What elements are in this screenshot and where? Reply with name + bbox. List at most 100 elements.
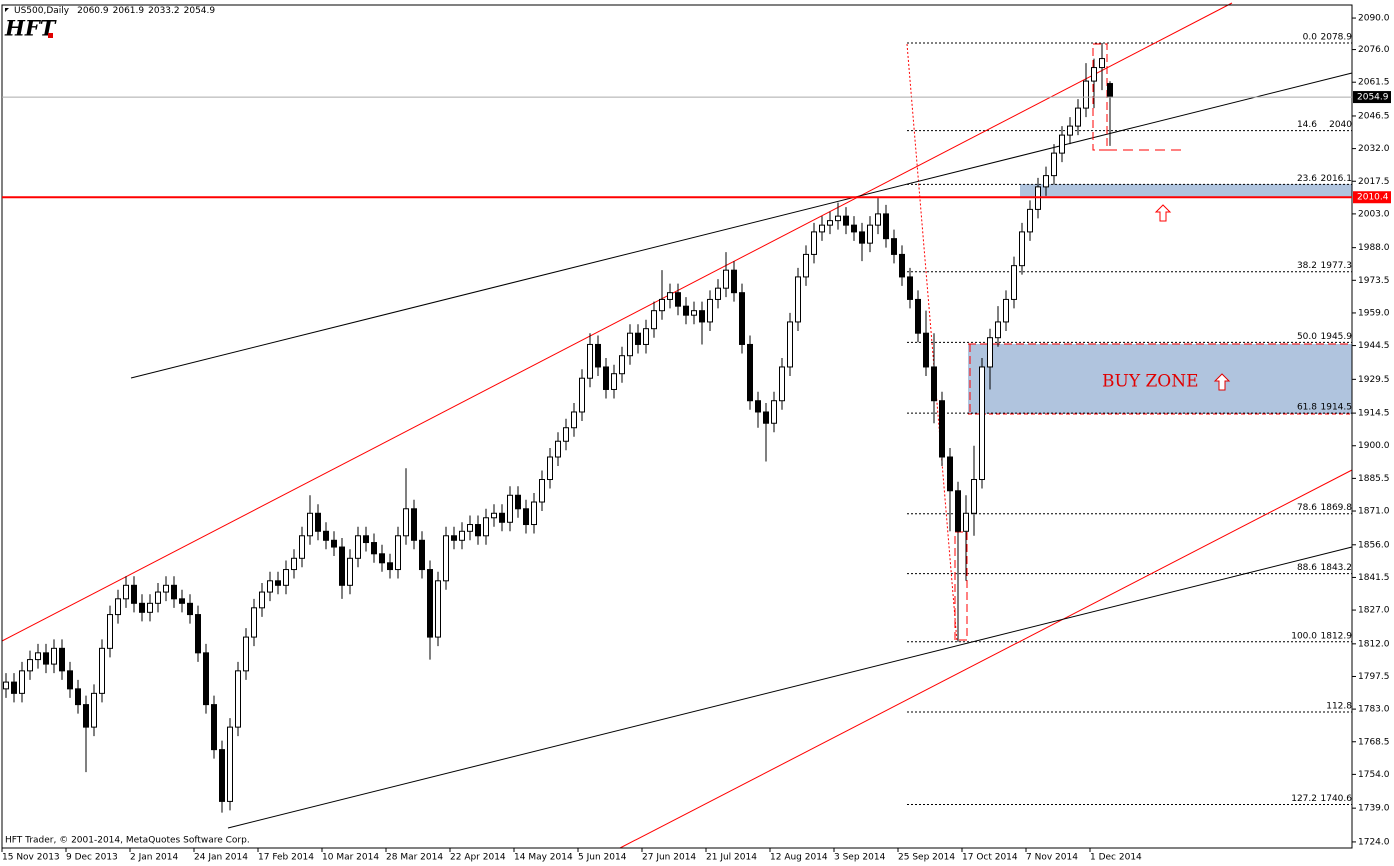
candle-body bbox=[51, 647, 57, 665]
fib-level-value: 1869.8 bbox=[1321, 503, 1353, 513]
candle-body bbox=[459, 530, 465, 541]
candle-body bbox=[635, 332, 641, 345]
candle-body bbox=[139, 602, 145, 613]
candle-body bbox=[787, 321, 793, 368]
plot-frame bbox=[1, 4, 1353, 849]
candle-body bbox=[315, 512, 321, 532]
x-tick-label: 7 Nov 2014 bbox=[1026, 853, 1078, 863]
candle-body bbox=[755, 400, 761, 413]
candle-body bbox=[1083, 80, 1089, 109]
x-tick-label: 27 Jun 2014 bbox=[642, 853, 696, 863]
buy-zone bbox=[968, 344, 1352, 414]
candle-body bbox=[115, 598, 121, 616]
candle-body bbox=[347, 557, 353, 586]
candle-body bbox=[971, 479, 977, 514]
candle-body bbox=[99, 647, 105, 694]
candle-body bbox=[339, 546, 345, 586]
candle-body bbox=[435, 580, 441, 638]
buy-zone-label: BUY ZONE bbox=[1102, 372, 1198, 392]
candle-body bbox=[891, 238, 897, 255]
candle-body bbox=[555, 440, 561, 458]
candle-body bbox=[123, 584, 129, 600]
y-tick-label: 2061.5 bbox=[1358, 78, 1390, 88]
candle-body bbox=[843, 215, 849, 226]
candle-body bbox=[835, 215, 841, 222]
candle-body bbox=[563, 427, 569, 442]
y-tick-label: 1900.0 bbox=[1358, 441, 1390, 451]
fib-level-label: 112.8 bbox=[1326, 702, 1352, 712]
candle-body bbox=[699, 310, 705, 323]
candle-body bbox=[579, 377, 585, 413]
candle-body bbox=[179, 598, 185, 604]
fib-level-value: 1812.9 bbox=[1321, 631, 1353, 641]
x-tick-label: 25 Sep 2014 bbox=[898, 853, 955, 863]
candle-body bbox=[403, 508, 409, 537]
fib-level-value: 2040 bbox=[1329, 120, 1352, 130]
x-tick-label: 17 Oct 2014 bbox=[962, 853, 1018, 863]
fib-level-value: 1740.6 bbox=[1321, 794, 1353, 804]
candle-body bbox=[59, 647, 65, 672]
candle-body bbox=[491, 512, 497, 519]
candle-body bbox=[251, 607, 257, 638]
candle-body bbox=[651, 310, 657, 330]
candle-body bbox=[163, 584, 169, 593]
menu-triangle bbox=[5, 8, 9, 12]
candle-body bbox=[1027, 208, 1033, 233]
fib-level-label: 38.2 bbox=[1297, 261, 1317, 271]
x-tick-label: 12 Aug 2014 bbox=[770, 853, 828, 863]
candle-body bbox=[1091, 67, 1097, 82]
candle-body bbox=[947, 456, 953, 492]
fib-level-label: 127.2 bbox=[1291, 794, 1317, 804]
candle-body bbox=[91, 692, 97, 728]
candle-body bbox=[291, 557, 297, 571]
close: 2054.9 bbox=[184, 6, 216, 16]
candle-body bbox=[731, 269, 737, 294]
candle-body bbox=[355, 535, 361, 559]
candle-body bbox=[979, 366, 985, 481]
candle-body bbox=[643, 328, 649, 345]
candle-body bbox=[675, 292, 681, 307]
x-tick-label: 2 Jan 2014 bbox=[130, 853, 178, 863]
candle-body bbox=[803, 253, 809, 278]
candle-body bbox=[1011, 265, 1017, 300]
candle-body bbox=[523, 508, 529, 526]
candle-body bbox=[27, 659, 33, 672]
candle-body bbox=[1099, 58, 1105, 69]
fib-level-label: 0.0 bbox=[1303, 33, 1318, 43]
candle-body bbox=[707, 298, 713, 323]
candle-body bbox=[1051, 152, 1057, 177]
fib-level-value: 1945.9 bbox=[1321, 332, 1353, 342]
y-tick-label: 1739.0 bbox=[1358, 804, 1390, 814]
y-tick-label: 1827.0 bbox=[1358, 606, 1390, 616]
fib-level-label: 14.6 bbox=[1297, 120, 1317, 130]
candle-body bbox=[795, 276, 801, 323]
candle-body bbox=[227, 726, 233, 802]
fib-level-value: 2016.1 bbox=[1321, 174, 1353, 184]
candle-body bbox=[83, 704, 89, 728]
trendline-lower bbox=[227, 546, 1353, 829]
candle-body bbox=[619, 355, 625, 375]
candle-body bbox=[995, 321, 1001, 339]
candle-body bbox=[243, 636, 249, 672]
x-tick-label: 14 May 2014 bbox=[514, 853, 573, 863]
candle-body bbox=[811, 231, 817, 255]
candle-body bbox=[595, 343, 601, 368]
candle-body bbox=[267, 580, 273, 593]
candle-body bbox=[427, 569, 433, 638]
candle-body bbox=[395, 535, 401, 571]
candle-body bbox=[371, 542, 377, 555]
candle-body bbox=[379, 553, 385, 564]
candle-body bbox=[483, 517, 489, 537]
candle-body bbox=[683, 305, 689, 316]
fib-level-label: 50.0 bbox=[1297, 332, 1317, 342]
candle-body bbox=[547, 456, 553, 481]
y-tick-label: 2032.0 bbox=[1358, 144, 1390, 154]
y-tick-label: 1768.5 bbox=[1358, 737, 1390, 747]
candle-body bbox=[611, 373, 617, 390]
candle-body bbox=[955, 490, 961, 532]
y-tick-label: 1914.5 bbox=[1358, 409, 1390, 419]
candle-body bbox=[275, 580, 281, 586]
trendlines bbox=[1, 2, 1353, 849]
footer: HFT Trader, © 2001-2014, MetaQuotes Soft… bbox=[5, 836, 250, 846]
candle-body bbox=[603, 366, 609, 390]
